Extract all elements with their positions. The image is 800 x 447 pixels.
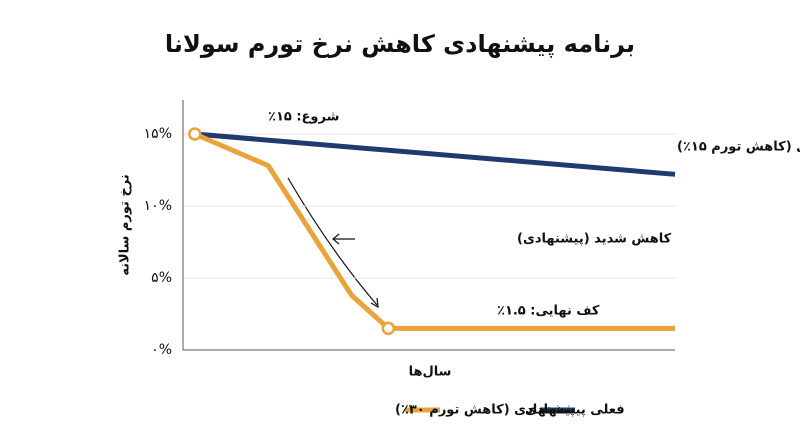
series-line xyxy=(194,131,676,177)
annotation: کاهش شدید (پیشنهادی) xyxy=(517,232,672,247)
point-marker xyxy=(381,321,396,336)
legend-label: پیشنهادی (کاهش تورم ۳۰٪) xyxy=(395,403,575,418)
chart-title: برنامه پیشنهادی کاهش نرخ تورم سولانا xyxy=(165,30,635,58)
y-tick-label: ۱۵% xyxy=(144,126,172,142)
y-tick-label: ۱۰% xyxy=(144,198,172,214)
series-line xyxy=(193,131,675,331)
arrow-head xyxy=(370,297,379,309)
y-tick-label: ۵% xyxy=(151,270,172,286)
annotation: شروع: ۱۵٪ xyxy=(268,110,339,125)
pointer-arrow xyxy=(332,233,355,245)
x-axis-label: سال‌ها xyxy=(409,365,452,380)
legend-label: فعلی پیشنهادی xyxy=(525,403,625,418)
annotation-arrow xyxy=(287,177,378,306)
annotation: کف نهایی: ۱.۵٪ xyxy=(497,304,600,319)
y-tick-label: ۰% xyxy=(151,342,172,358)
y-axis-label: نرخ تورم سالانه xyxy=(118,174,133,276)
point-marker xyxy=(188,127,202,141)
annotation: فعلی (کاهش تورم ۱۵٪) xyxy=(677,140,800,155)
